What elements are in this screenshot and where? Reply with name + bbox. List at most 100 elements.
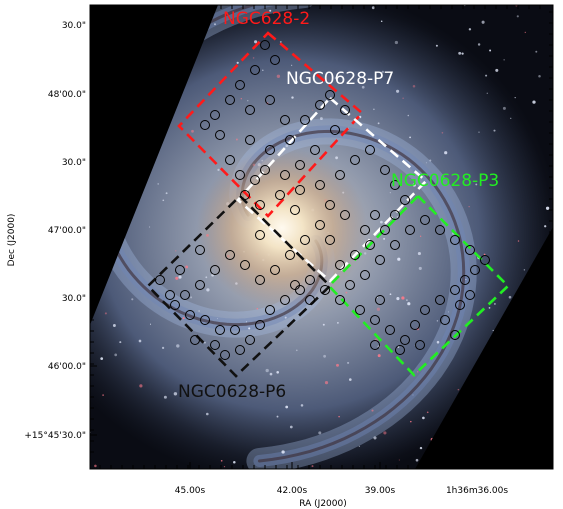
star [216, 318, 218, 320]
x-axis-label: RA (J2000) [299, 499, 347, 509]
y-tick-label: 30.0" [62, 294, 86, 304]
source-marker [335, 295, 345, 305]
hii-region [94, 464, 97, 468]
hii-region [517, 240, 520, 242]
source-marker [245, 335, 255, 345]
star [523, 269, 526, 271]
source-marker [320, 285, 330, 295]
star [516, 15, 519, 18]
source-marker [265, 95, 275, 105]
source-marker [265, 145, 275, 155]
field-label-ngc628-2: NGC628-2 [223, 9, 310, 29]
hii-region [468, 206, 470, 208]
x-tick-label: 1h36m36.00s [446, 486, 508, 496]
x-tick-labels: 45.00s 42.00s 39.00s 1h36m36.00s [175, 486, 509, 496]
star [508, 295, 512, 299]
source-marker [395, 345, 405, 355]
hii-region [175, 276, 179, 280]
source-marker [255, 230, 265, 240]
star [429, 159, 432, 162]
galaxy-core [197, 148, 367, 308]
star [157, 183, 160, 185]
star [295, 349, 298, 352]
star [149, 226, 151, 228]
source-marker [325, 200, 335, 210]
source-marker [225, 95, 235, 105]
hii-region [223, 465, 226, 468]
source-marker [295, 160, 305, 170]
hii-region [398, 459, 400, 461]
source-marker [185, 310, 195, 320]
star [485, 74, 488, 77]
star [358, 445, 360, 447]
star [337, 322, 339, 324]
star [396, 297, 400, 301]
star [535, 50, 538, 53]
source-marker [260, 165, 270, 175]
source-marker [285, 250, 295, 260]
source-marker [290, 205, 300, 215]
star [371, 6, 375, 10]
source-marker [480, 255, 490, 265]
star [436, 320, 439, 322]
star [503, 59, 505, 61]
star [162, 199, 165, 202]
star [269, 372, 273, 376]
source-marker [350, 155, 360, 165]
star [190, 296, 193, 299]
source-marker [390, 180, 400, 190]
source-marker [195, 280, 205, 290]
star [245, 321, 248, 323]
hii-region [191, 129, 194, 133]
star [417, 252, 421, 256]
star [406, 299, 408, 301]
hii-region [336, 363, 339, 367]
hii-region [402, 97, 404, 99]
source-marker [280, 295, 290, 305]
star [397, 345, 400, 348]
star [407, 114, 410, 117]
y-tick-label: 48'00.0" [48, 90, 86, 100]
star [262, 69, 264, 72]
star [495, 68, 499, 72]
star [461, 52, 464, 55]
star [217, 168, 220, 172]
hii-region [345, 291, 348, 294]
hii-region [338, 415, 340, 418]
source-marker [170, 300, 180, 310]
star [465, 278, 467, 281]
hii-region [410, 420, 412, 423]
source-marker [250, 175, 260, 185]
source-marker [235, 170, 245, 180]
source-marker [305, 275, 315, 285]
source-marker [355, 305, 365, 315]
field-ngc628-2 [177, 31, 364, 218]
star [538, 74, 541, 78]
source-marker [275, 190, 285, 200]
hii-region [524, 31, 526, 34]
source-marker [260, 40, 270, 50]
source-marker [325, 235, 335, 245]
star [493, 302, 496, 305]
hii-region [419, 235, 422, 237]
source-marker [295, 285, 305, 295]
star [458, 51, 462, 55]
hii-region [139, 384, 143, 388]
star [205, 276, 208, 279]
star [407, 302, 411, 306]
hii-region [182, 317, 185, 320]
star [247, 100, 249, 102]
source-marker [420, 215, 430, 225]
star [276, 415, 279, 418]
star [198, 310, 200, 312]
source-marker [305, 295, 315, 305]
star [248, 327, 251, 330]
source-marker [290, 280, 300, 290]
source-marker [210, 265, 220, 275]
star [383, 237, 386, 240]
star [149, 323, 152, 325]
source-marker [270, 55, 280, 65]
star [281, 450, 285, 454]
source-marker [255, 275, 265, 285]
star [291, 96, 294, 99]
